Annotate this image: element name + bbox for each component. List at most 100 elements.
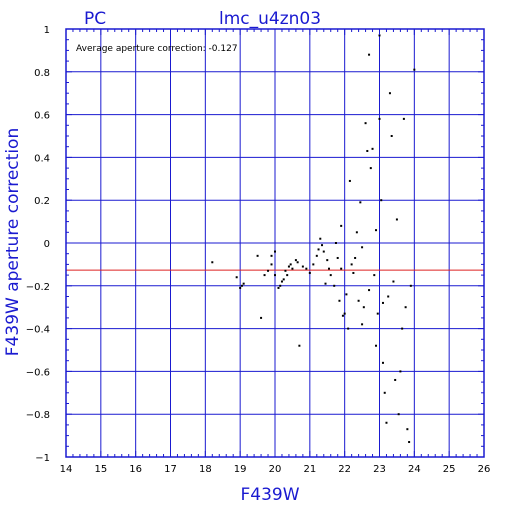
data-point bbox=[319, 237, 322, 240]
data-point bbox=[350, 263, 353, 266]
y-tick-labels: −1 −0.8 −0.6 −0.4 −0.2 0 0.2 0.4 0.6 0.8 1 bbox=[26, 25, 50, 464]
y-tick-label: −0.6 bbox=[26, 367, 50, 378]
x-tick-label: 16 bbox=[129, 464, 142, 475]
data-point bbox=[256, 254, 259, 257]
data-point bbox=[327, 267, 330, 270]
data-point bbox=[333, 284, 336, 287]
data-point bbox=[366, 149, 369, 152]
data-point bbox=[355, 231, 358, 234]
y-tick-label: 1 bbox=[44, 25, 50, 36]
data-point bbox=[371, 147, 374, 150]
data-point bbox=[274, 274, 276, 277]
data-point bbox=[242, 282, 245, 285]
data-point bbox=[329, 274, 332, 277]
data-point bbox=[376, 312, 379, 315]
data-point bbox=[357, 299, 360, 302]
x-tick-labels: 14 15 16 17 18 19 20 21 22 23 24 25 26 bbox=[60, 464, 491, 475]
data-point bbox=[239, 286, 242, 289]
data-point bbox=[348, 179, 351, 182]
data-point bbox=[397, 413, 400, 416]
y-tick-label: 0 bbox=[44, 239, 50, 250]
x-tick-label: 24 bbox=[408, 464, 421, 475]
data-point bbox=[340, 267, 343, 270]
data-point bbox=[289, 263, 292, 266]
data-point bbox=[368, 53, 371, 56]
data-point bbox=[385, 421, 388, 424]
data-point bbox=[373, 274, 376, 277]
data-point bbox=[387, 295, 390, 298]
data-point bbox=[381, 361, 384, 364]
data-point bbox=[369, 167, 372, 170]
data-point bbox=[364, 122, 367, 125]
data-point bbox=[279, 284, 282, 287]
data-point bbox=[267, 269, 270, 272]
data-point bbox=[308, 271, 311, 274]
data-point bbox=[282, 278, 285, 281]
y-tick-label: −0.2 bbox=[26, 282, 50, 293]
data-point bbox=[270, 254, 273, 257]
average-annotation: Average aperture correction: -0.127 bbox=[76, 44, 238, 54]
data-point bbox=[399, 370, 402, 373]
data-point bbox=[375, 344, 378, 347]
data-point bbox=[280, 280, 283, 283]
x-tick-label: 21 bbox=[303, 464, 316, 475]
data-point bbox=[395, 218, 398, 221]
y-tick-label: −0.4 bbox=[26, 325, 50, 336]
x-tick-label: 19 bbox=[234, 464, 247, 475]
data-point bbox=[260, 316, 263, 319]
data-point bbox=[378, 34, 381, 37]
data-point bbox=[394, 378, 397, 381]
data-point bbox=[362, 306, 365, 309]
data-point bbox=[274, 250, 276, 253]
y-tick-label: 0.6 bbox=[34, 111, 50, 122]
data-point bbox=[211, 261, 214, 264]
y-axis-title: F439W aperture correction bbox=[3, 128, 23, 356]
data-point bbox=[354, 256, 357, 259]
data-point bbox=[235, 276, 238, 279]
data-point bbox=[321, 244, 324, 247]
data-point bbox=[298, 344, 301, 347]
data-point bbox=[361, 246, 364, 249]
data-point bbox=[408, 441, 411, 444]
data-point bbox=[375, 229, 378, 232]
data-point bbox=[296, 261, 299, 264]
x-axis-title: F439W bbox=[240, 485, 299, 505]
data-point bbox=[402, 117, 405, 120]
data-point bbox=[380, 199, 383, 202]
data-point bbox=[322, 250, 325, 253]
data-point bbox=[240, 284, 243, 287]
x-tick-label: 23 bbox=[373, 464, 386, 475]
data-point bbox=[392, 280, 395, 283]
data-point bbox=[277, 286, 280, 289]
data-point bbox=[378, 117, 381, 120]
data-point bbox=[338, 299, 341, 302]
x-tick-label: 15 bbox=[94, 464, 107, 475]
data-point bbox=[336, 256, 339, 259]
data-point bbox=[284, 269, 287, 272]
x-tick-label: 20 bbox=[269, 464, 282, 475]
data-point bbox=[340, 224, 343, 227]
subtitle-label: PC bbox=[84, 9, 106, 29]
x-tick-label: 22 bbox=[338, 464, 351, 475]
data-point bbox=[326, 259, 329, 262]
data-point bbox=[345, 293, 348, 296]
data-point bbox=[368, 289, 371, 292]
x-tick-label: 18 bbox=[199, 464, 212, 475]
data-point bbox=[334, 242, 337, 244]
data-point bbox=[359, 201, 362, 204]
data-point bbox=[301, 265, 304, 268]
data-point bbox=[361, 323, 364, 326]
axis-ticks bbox=[65, 28, 485, 458]
data-point bbox=[291, 267, 294, 270]
data-point bbox=[343, 312, 346, 315]
data-point bbox=[352, 271, 355, 274]
data-point bbox=[312, 263, 315, 266]
data-point bbox=[305, 267, 308, 270]
x-tick-label: 14 bbox=[60, 464, 73, 475]
data-point bbox=[388, 92, 391, 95]
data-point bbox=[383, 391, 386, 394]
data-point bbox=[341, 314, 344, 317]
y-tick-label: 0.8 bbox=[34, 68, 50, 79]
data-point bbox=[286, 274, 289, 277]
grid-lines bbox=[66, 29, 484, 457]
